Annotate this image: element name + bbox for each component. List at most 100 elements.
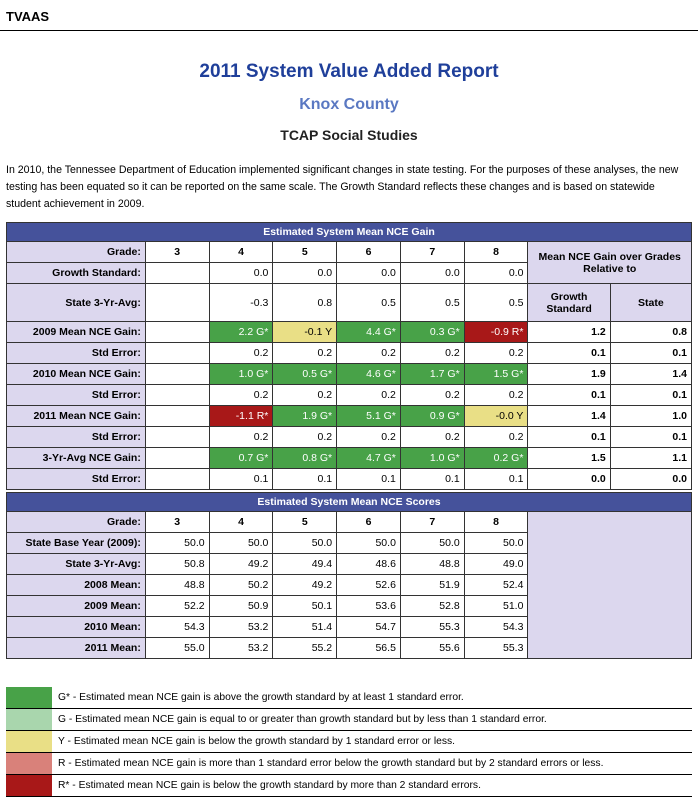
score-value-cell: 49.4 [272,553,338,575]
score-value-cell: 55.3 [463,637,529,659]
score-value-cell: 53.2 [208,637,274,659]
side-value-cell: 1.2 [527,321,611,343]
legend-item: Y - Estimated mean NCE gain is below the… [6,731,692,753]
score-grade-row: Grade: 3 4 5 6 7 8 [6,511,692,659]
gain-value-cell: 0.2 [208,384,274,406]
gain-grade-row: Grade: 3 4 5 6 7 8 Mean NCE Gain over Grades Re… [6,241,692,284]
intro-paragraph: In 2010, the Tennessee Department of Edu… [6,164,679,210]
score-value-cell: 48.6 [336,553,401,575]
row-label: 2010 Mean: [6,616,146,638]
score-value-cell: 49.2 [208,553,274,575]
side-value-cell: 0.0 [527,468,611,490]
district-name: Knox County [299,96,399,113]
gain-value-cell: 0.7 G* [208,447,274,469]
grade-header: 7 [399,241,465,263]
gain-value-cell: 0.1 [336,468,401,490]
grade-header: 4 [208,241,274,263]
gain-table: Estimated System Mean NCE Gain Grade: 3 4 5 6… [6,222,693,490]
row-label: 2010 Mean NCE Gain: [6,363,146,385]
score-value-cell: 50.1 [272,595,338,617]
row-label: 2009 Mean NCE Gain: [6,321,146,343]
score-value-cell: 56.5 [336,637,401,659]
gain-value-cell: 0.2 [463,384,529,406]
legend-swatch [6,687,52,708]
report-title: 2011 System Value Added Report [199,61,499,82]
side-value-cell: 0.1 [527,342,611,364]
app-header-label: TVAAS [6,9,50,24]
gain-value-cell [144,321,210,343]
side-value-cell: 0.1 [609,342,693,364]
gain-value-cell: 1.0 G* [208,363,274,385]
gain-value-cell: 0.2 [463,342,529,364]
score-value-cell: 52.4 [463,574,529,596]
side-column-header: State [609,283,693,322]
side-value-cell: 0.1 [527,426,611,448]
legend-text: Y - Estimated mean NCE gain is below the… [58,736,456,747]
grade-header: 5 [272,511,338,533]
gain-value-cell: 0.0 [336,262,401,284]
score-value-cell: 51.9 [399,574,465,596]
gain-value-cell: 0.1 [208,468,274,490]
row-label: 2008 Mean: [6,574,146,596]
row-label: 2011 Mean NCE Gain: [6,405,146,427]
gain-value-cell [144,426,210,448]
legend-swatch [6,753,52,774]
legend-text: R - Estimated mean NCE gain is more than… [58,758,604,769]
grade-header: 6 [336,241,401,263]
score-row: State 3-Yr-Avg: 50.8 49.2 49.4 48.6 48.8 49.0 [6,553,692,575]
row-label: Std Error: [6,342,146,364]
gain-value-cell: 0.3 G* [399,321,465,343]
score-value-cell: 50.0 [336,532,401,554]
row-label: Std Error: [6,426,146,448]
gain-value-cell: 0.2 [272,426,338,448]
gain-value-cell: 5.1 G* [336,405,401,427]
row-label: State 3-Yr-Avg: [6,553,146,575]
legend-swatch [6,775,52,796]
gain-value-cell: 4.4 G* [336,321,401,343]
gain-value-cell: 0.2 [399,384,465,406]
score-side-panel [527,511,692,659]
score-value-cell: 52.8 [399,595,465,617]
gain-value-cell: 0.1 [463,468,529,490]
score-value-cell: 54.3 [463,616,529,638]
gain-value-cell: 0.9 G* [399,405,465,427]
gain-value-cell: 1.7 G* [399,363,465,385]
gain-value-cell [144,363,210,385]
side-value-cell: 1.0 [609,405,693,427]
side-value-cell: 1.5 [527,447,611,469]
score-section-header-row: Estimated System Mean NCE Scores [6,492,692,512]
gain-value-cell: -0.3 [208,283,274,322]
score-value-cell: 54.7 [336,616,401,638]
row-label: 2011 Mean: [6,637,146,659]
score-value-cell: 53.6 [336,595,401,617]
gain-value-cell [144,468,210,490]
gain-value-cell: 0.2 [336,384,401,406]
gain-row: 3-Yr-Avg NCE Gain: 0.7 G* 0.8 G* 4.7 G* 1.0 … [6,447,693,469]
score-value-cell: 52.6 [336,574,401,596]
side-value-cell: 0.8 [609,321,693,343]
row-label: Growth Standard: [6,262,146,284]
gain-value-cell: 0.2 [208,426,274,448]
gain-row: 2010 Mean NCE Gain: 1.0 G* 0.5 G* 4.6 G* 1.7… [6,363,693,385]
side-value-cell: 1.4 [609,363,693,385]
gain-row: Std Error: 0.2 0.2 0.2 0.2 0.2 0.1 0.1 [6,384,693,406]
side-value-cell: 0.1 [609,384,693,406]
gain-value-cell: 0.0 [463,262,529,284]
subject-title: TCAP Social Studies [280,127,418,143]
score-value-cell: 50.0 [144,532,210,554]
score-value-cell: 49.2 [272,574,338,596]
gain-value-cell: 0.2 [208,342,274,364]
gain-row: Std Error: 0.2 0.2 0.2 0.2 0.2 0.1 0.1 [6,342,693,364]
score-value-cell: 55.6 [399,637,465,659]
grade-header: 6 [336,511,401,533]
score-value-cell: 50.0 [399,532,465,554]
gain-value-cell: 0.5 [463,283,529,322]
gain-value-cell [144,447,210,469]
legend-item: G - Estimated mean NCE gain is equal to … [6,709,692,731]
gain-row: 2011 Mean NCE Gain: -1.1 R* 1.9 G* 5.1 G* 0.… [6,405,693,427]
grade-header: 8 [463,241,529,263]
gain-value-cell: 0.2 G* [463,447,529,469]
row-label: Std Error: [6,384,146,406]
score-value-cell: 50.0 [272,532,338,554]
row-label: State Base Year (2009): [6,532,146,554]
